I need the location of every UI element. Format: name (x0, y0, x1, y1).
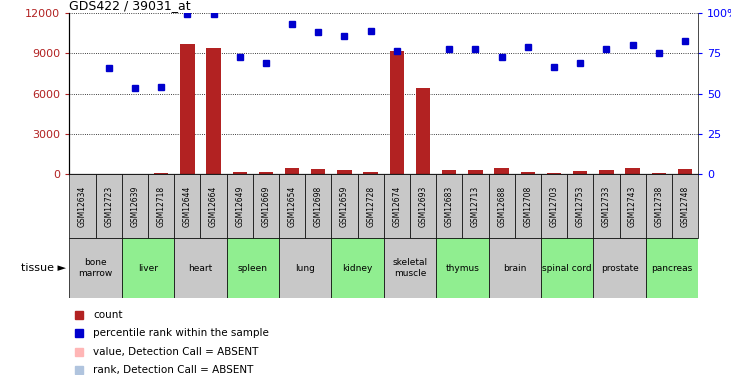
Text: prostate: prostate (601, 264, 638, 273)
Bar (232, 172, 247, 174)
Bar (573, 171, 588, 174)
Bar (567, 174, 594, 238)
Bar (96, 174, 122, 238)
Bar (154, 173, 168, 174)
Bar (384, 238, 436, 298)
Bar (331, 238, 384, 298)
Text: GDS422 / 39031_at: GDS422 / 39031_at (69, 0, 191, 12)
Text: skeletal
muscle: skeletal muscle (393, 258, 428, 278)
Text: kidney: kidney (342, 264, 373, 273)
Bar (384, 174, 410, 238)
Bar (227, 238, 279, 298)
Bar (122, 238, 174, 298)
Bar (678, 169, 692, 174)
Bar (515, 174, 541, 238)
Bar (672, 174, 698, 238)
Text: thymus: thymus (445, 264, 480, 273)
Bar (331, 174, 357, 238)
Text: GSM12718: GSM12718 (156, 186, 166, 227)
Text: liver: liver (138, 264, 158, 273)
Bar (645, 174, 672, 238)
Bar (390, 51, 404, 174)
Bar (416, 88, 431, 174)
Bar (410, 174, 436, 238)
Bar (253, 174, 279, 238)
Text: GSM12649: GSM12649 (235, 186, 244, 227)
Text: GSM12713: GSM12713 (471, 186, 480, 227)
Bar (594, 174, 619, 238)
Text: GSM12748: GSM12748 (681, 186, 689, 227)
Bar (599, 170, 613, 174)
Text: GSM12733: GSM12733 (602, 186, 611, 227)
Bar (520, 172, 535, 174)
Text: GSM12723: GSM12723 (105, 186, 113, 227)
Bar (337, 170, 352, 174)
Text: tissue ►: tissue ► (20, 263, 66, 273)
Bar (148, 174, 174, 238)
Text: GSM12634: GSM12634 (78, 186, 87, 227)
Bar (494, 168, 509, 174)
Bar (469, 170, 482, 174)
Text: GSM12728: GSM12728 (366, 186, 375, 227)
Text: GSM12654: GSM12654 (287, 186, 297, 227)
Bar (200, 174, 227, 238)
Bar (488, 238, 541, 298)
Text: value, Detection Call = ABSENT: value, Detection Call = ABSENT (94, 347, 259, 357)
Text: GSM12693: GSM12693 (419, 186, 428, 227)
Text: GSM12743: GSM12743 (628, 186, 637, 227)
Text: GSM12639: GSM12639 (130, 186, 140, 227)
Text: GSM12703: GSM12703 (550, 186, 558, 227)
Bar (645, 238, 698, 298)
Text: GSM12664: GSM12664 (209, 186, 218, 227)
Text: percentile rank within the sample: percentile rank within the sample (94, 328, 269, 339)
Text: GSM12698: GSM12698 (314, 186, 323, 227)
Text: GSM12708: GSM12708 (523, 186, 532, 227)
Bar (259, 172, 273, 174)
Text: GSM12669: GSM12669 (262, 186, 270, 227)
Bar (279, 174, 306, 238)
Text: GSM12674: GSM12674 (393, 186, 401, 227)
Text: count: count (94, 310, 123, 320)
Bar (180, 44, 194, 174)
Bar (174, 238, 227, 298)
Text: spleen: spleen (238, 264, 268, 273)
Text: heart: heart (189, 264, 213, 273)
Text: pancreas: pancreas (651, 264, 692, 273)
Text: spinal cord: spinal cord (542, 264, 592, 273)
Bar (626, 168, 640, 174)
Bar (69, 238, 122, 298)
Bar (547, 173, 561, 174)
Bar (311, 169, 325, 174)
Bar (122, 174, 148, 238)
Bar (285, 168, 299, 174)
Bar (541, 174, 567, 238)
Bar (541, 238, 594, 298)
Text: lung: lung (295, 264, 315, 273)
Bar (651, 173, 666, 174)
Bar (488, 174, 515, 238)
Text: GSM12688: GSM12688 (497, 186, 506, 227)
Text: brain: brain (503, 264, 526, 273)
Bar (306, 174, 331, 238)
Text: GSM12644: GSM12644 (183, 186, 192, 227)
Bar (69, 174, 96, 238)
Bar (279, 238, 331, 298)
Bar (462, 174, 488, 238)
Bar (620, 174, 645, 238)
Bar (436, 174, 462, 238)
Text: rank, Detection Call = ABSENT: rank, Detection Call = ABSENT (94, 365, 254, 375)
Bar (436, 238, 488, 298)
Text: GSM12683: GSM12683 (444, 186, 454, 227)
Bar (363, 172, 378, 174)
Bar (357, 174, 384, 238)
Bar (594, 238, 645, 298)
Bar (206, 48, 221, 174)
Bar (227, 174, 253, 238)
Bar (174, 174, 200, 238)
Text: bone
marrow: bone marrow (78, 258, 113, 278)
Text: GSM12753: GSM12753 (576, 186, 585, 227)
Text: GSM12738: GSM12738 (654, 186, 663, 227)
Bar (442, 170, 456, 174)
Text: GSM12659: GSM12659 (340, 186, 349, 227)
